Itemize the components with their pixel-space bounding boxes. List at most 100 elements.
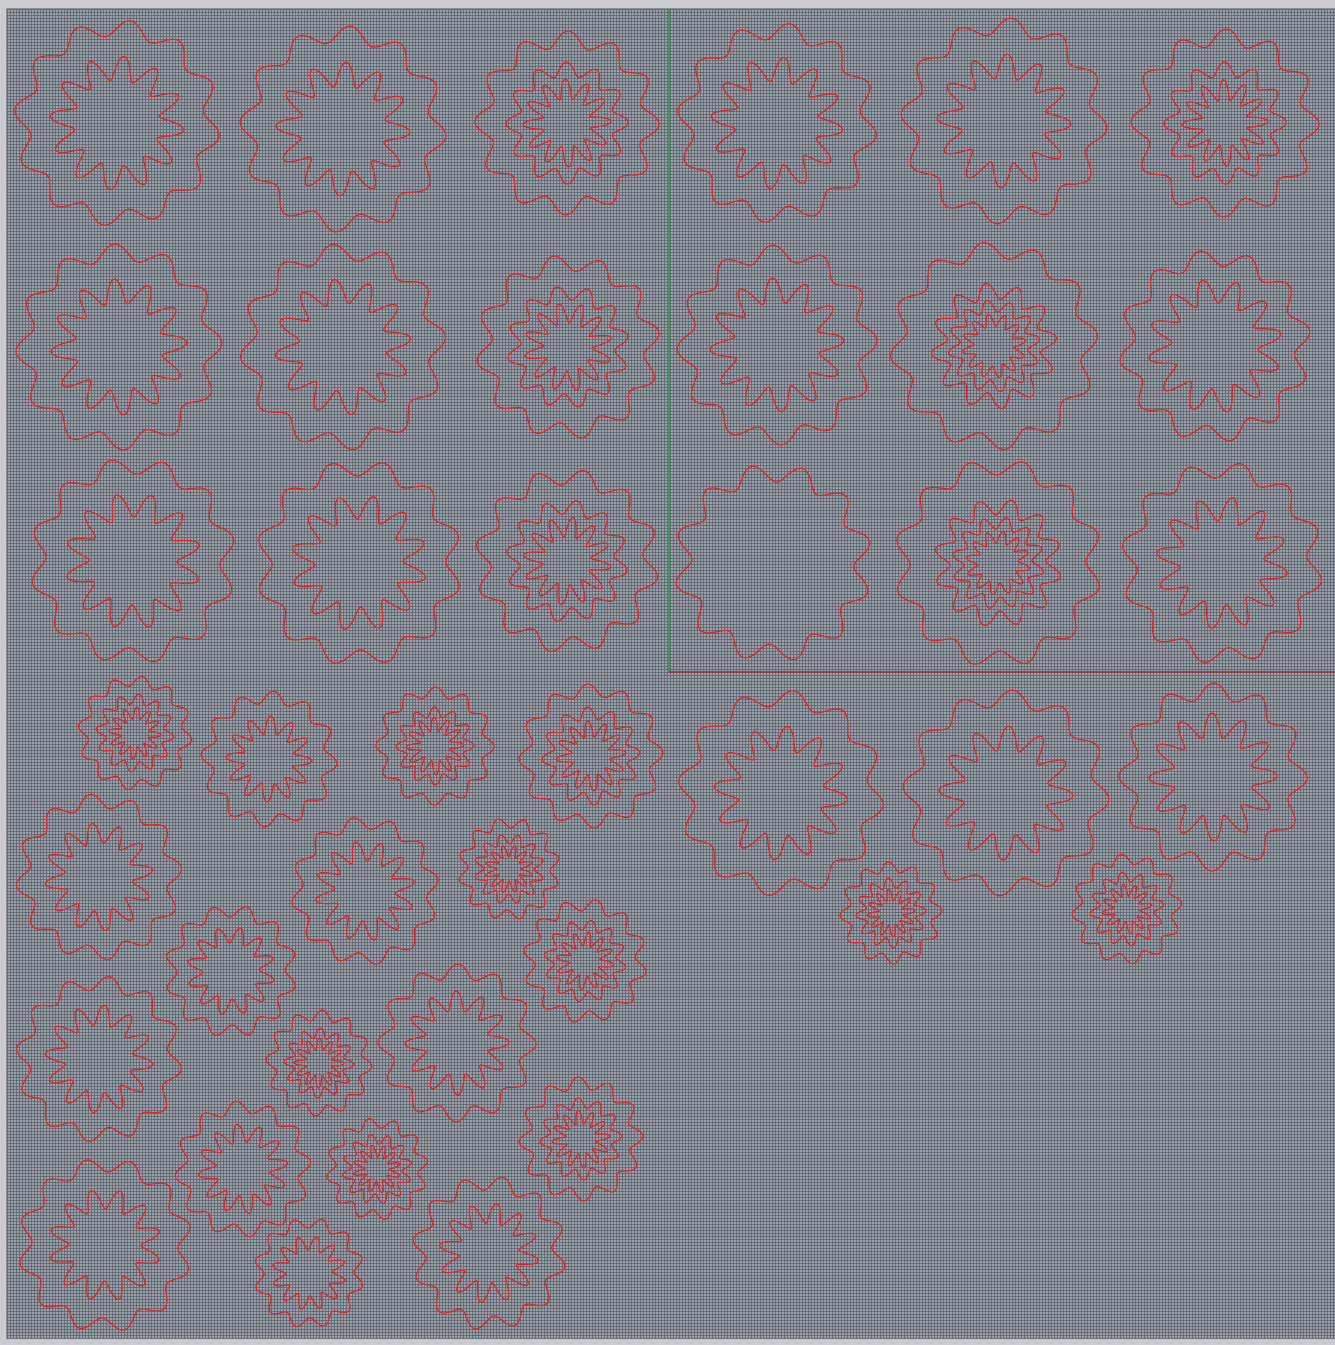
wavy-curve[interactable] <box>377 963 537 1123</box>
wavy-curve[interactable] <box>1148 712 1278 842</box>
wavy-curve[interactable] <box>543 919 627 1003</box>
wavy-curve[interactable] <box>889 241 1099 451</box>
wavy-flower-shape[interactable] <box>518 1076 644 1202</box>
wavy-flower-shape[interactable] <box>15 243 223 451</box>
cad-viewport[interactable] <box>6 8 1335 1339</box>
wavy-curve[interactable] <box>283 1027 355 1099</box>
wavy-curve[interactable] <box>258 462 460 664</box>
wavy-curve[interactable] <box>476 255 660 439</box>
wavy-curve[interactable] <box>961 313 1027 379</box>
wavy-curve[interactable] <box>551 1109 611 1169</box>
wavy-curve[interactable] <box>50 1190 160 1300</box>
wavy-curve[interactable] <box>438 1202 540 1304</box>
wavy-flower-shape[interactable] <box>518 683 664 829</box>
wavy-curve[interactable] <box>1089 871 1165 947</box>
wavy-curve[interactable] <box>713 725 849 861</box>
wavy-flower-shape[interactable] <box>458 818 560 920</box>
wavy-curve[interactable] <box>522 78 612 168</box>
wavy-curve[interactable] <box>225 715 313 803</box>
wavy-flower-shape[interactable] <box>1119 250 1311 442</box>
wavy-curve[interactable] <box>274 278 412 416</box>
wavy-flower-shape[interactable] <box>14 20 220 226</box>
wavy-flower-shape[interactable] <box>31 459 235 663</box>
wavy-curve[interactable] <box>930 282 1058 410</box>
wavy-flower-shape[interactable] <box>375 686 495 806</box>
wavy-curve[interactable] <box>506 500 628 622</box>
wavy-curve[interactable] <box>272 1236 346 1310</box>
wavy-curve[interactable] <box>474 30 660 216</box>
wavy-curve[interactable] <box>475 469 659 653</box>
wavy-flower-shape[interactable] <box>239 25 447 233</box>
wavy-flower-shape[interactable] <box>174 1100 312 1238</box>
wavy-curve[interactable] <box>710 56 844 190</box>
wavy-flower-shape[interactable] <box>1122 463 1322 663</box>
wavy-curve[interactable] <box>77 675 193 791</box>
wavy-curve[interactable] <box>291 495 427 631</box>
wavy-curve[interactable] <box>1101 883 1153 935</box>
wavy-flower-shape[interactable] <box>239 243 447 451</box>
wavy-curve[interactable] <box>44 822 154 932</box>
wavy-curve[interactable] <box>839 861 943 965</box>
wavy-curve[interactable] <box>458 818 560 920</box>
wavy-curve[interactable] <box>1156 497 1288 629</box>
drawing-canvas[interactable] <box>7 9 1335 1339</box>
wavy-curve[interactable] <box>474 834 544 904</box>
wavy-curve[interactable] <box>934 499 1062 627</box>
wavy-curve[interactable] <box>938 725 1074 861</box>
wavy-curve[interactable] <box>291 817 439 965</box>
wavy-curve[interactable] <box>44 1004 154 1114</box>
wavy-flower-shape[interactable] <box>476 255 660 439</box>
wavy-flower-shape[interactable] <box>326 1118 428 1220</box>
wavy-curve[interactable] <box>375 686 495 806</box>
wavy-curve[interactable] <box>676 244 878 446</box>
wavy-curve[interactable] <box>95 693 175 773</box>
wavy-flower-shape[interactable] <box>675 465 871 661</box>
wavy-curve[interactable] <box>518 683 664 829</box>
wavy-curve[interactable] <box>254 1218 364 1328</box>
wavy-flower-shape[interactable] <box>16 976 182 1142</box>
wavy-curve[interactable] <box>866 888 916 938</box>
wavy-curve[interactable] <box>14 20 220 226</box>
wavy-curve[interactable] <box>49 55 185 191</box>
wavy-flower-shape[interactable] <box>474 30 660 216</box>
wavy-flower-shape[interactable] <box>1130 28 1320 218</box>
wavy-curve[interactable] <box>523 899 647 1023</box>
wavy-curve[interactable] <box>541 706 641 806</box>
wavy-flower-shape[interactable] <box>902 689 1110 897</box>
wavy-flower-shape[interactable] <box>377 963 537 1123</box>
wavy-flower-shape[interactable] <box>258 462 460 664</box>
wavy-curve[interactable] <box>275 61 411 197</box>
wavy-curve[interactable] <box>352 1144 402 1194</box>
wavy-curve[interactable] <box>166 906 296 1036</box>
wavy-flower-shape[interactable] <box>200 690 338 828</box>
wavy-curve[interactable] <box>522 516 612 606</box>
wavy-curve[interactable] <box>1163 61 1287 185</box>
wavy-curve[interactable] <box>66 494 200 628</box>
wavy-flower-shape[interactable] <box>889 241 1099 451</box>
wavy-flower-shape[interactable] <box>475 469 659 653</box>
wavy-curve[interactable] <box>555 720 627 792</box>
wavy-flower-shape[interactable] <box>676 244 878 446</box>
wavy-flower-shape[interactable] <box>678 690 884 896</box>
wavy-curve[interactable] <box>1181 79 1269 167</box>
wavy-curve[interactable] <box>902 689 1110 897</box>
wavy-curve[interactable] <box>31 459 235 663</box>
wavy-curve[interactable] <box>855 877 927 949</box>
wavy-curve[interactable] <box>239 243 447 451</box>
wavy-flower-shape[interactable] <box>523 899 647 1023</box>
wavy-curve[interactable] <box>315 841 415 941</box>
wavy-curve[interactable] <box>200 690 338 828</box>
wavy-curve[interactable] <box>555 931 615 991</box>
wavy-curve[interactable] <box>405 716 465 776</box>
wavy-curve[interactable] <box>326 1118 428 1220</box>
wavy-curve[interactable] <box>507 286 629 408</box>
wavy-curve[interactable] <box>50 278 188 416</box>
wavy-flower-shape[interactable] <box>291 817 439 965</box>
wavy-curve[interactable] <box>900 17 1108 225</box>
wavy-curve[interactable] <box>187 927 275 1015</box>
wavy-flower-shape[interactable] <box>896 461 1100 665</box>
wavy-curve[interactable] <box>395 706 475 786</box>
wavy-curve[interactable] <box>896 461 1100 665</box>
wavy-flower-shape[interactable] <box>19 1159 191 1331</box>
wavy-curve[interactable] <box>19 1159 191 1331</box>
